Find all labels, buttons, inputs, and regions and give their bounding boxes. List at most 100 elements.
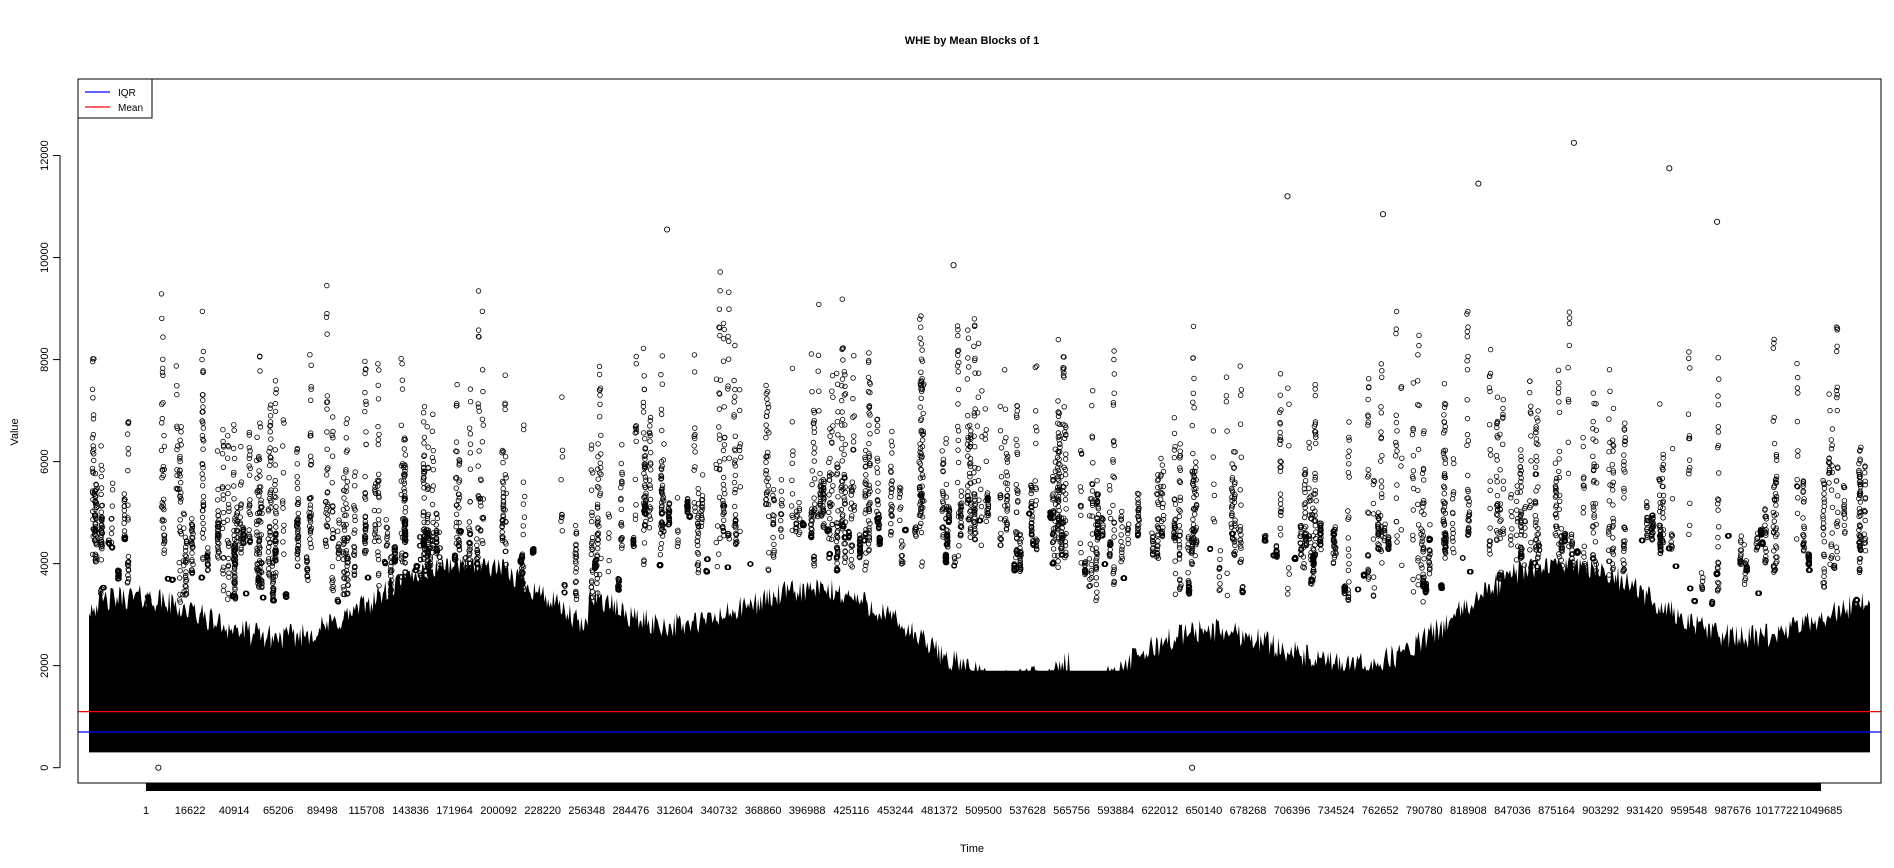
data-point (1013, 482, 1019, 488)
data-point (1191, 375, 1197, 382)
data-points (89, 139, 1870, 771)
data-point (732, 463, 739, 469)
data-point (343, 548, 349, 554)
data-point (295, 496, 301, 502)
data-point (954, 363, 961, 369)
data-point (1032, 478, 1038, 484)
data-point (1228, 485, 1235, 492)
data-point (1018, 536, 1024, 542)
data-point (1421, 428, 1427, 434)
data-point (1834, 394, 1840, 401)
data-point (520, 523, 526, 529)
data-point (433, 538, 439, 544)
data-point (721, 435, 728, 441)
data-point (1610, 502, 1616, 508)
data-point (559, 511, 565, 518)
data-point (1089, 481, 1095, 488)
plot-area (77, 78, 1882, 784)
data-point (1376, 516, 1382, 522)
data-point (1821, 573, 1827, 580)
data-point (307, 352, 313, 358)
data-point (841, 475, 847, 481)
data-point (1754, 545, 1760, 551)
data-point (1193, 492, 1199, 498)
data-point (1528, 433, 1534, 439)
data-point (1110, 400, 1117, 406)
data-point (1002, 406, 1009, 412)
data-point (764, 489, 770, 496)
data-point (1088, 561, 1094, 568)
data-point (330, 587, 336, 594)
data-point (399, 596, 406, 602)
data-point (1410, 507, 1416, 513)
data-point (842, 554, 848, 560)
data-point (1737, 558, 1744, 564)
data-point (1513, 507, 1520, 513)
data-point (399, 574, 405, 580)
data-point (330, 414, 336, 420)
data-point (1017, 532, 1023, 539)
data-point (1610, 468, 1616, 474)
data-point (220, 567, 226, 573)
data-point (330, 509, 336, 515)
data-point (1441, 491, 1447, 497)
data-point (308, 362, 314, 368)
data-point (98, 491, 104, 497)
data-point (1569, 542, 1575, 549)
data-point (763, 501, 769, 507)
data-point (1119, 549, 1125, 556)
data-point (955, 386, 962, 393)
data-point (1621, 485, 1627, 492)
data-point (1821, 539, 1827, 545)
data-point (1555, 551, 1562, 557)
data-point (499, 537, 506, 544)
data-point (1820, 477, 1826, 484)
data-point (220, 464, 227, 470)
data-point (199, 308, 206, 315)
data-point (967, 534, 973, 540)
data-point (1441, 412, 1447, 418)
data-point (657, 562, 663, 568)
data-point (182, 592, 189, 598)
data-point (595, 530, 601, 536)
data-point (1033, 363, 1040, 369)
data-point (308, 432, 314, 439)
data-point (1239, 588, 1246, 594)
data-point (721, 442, 728, 448)
data-point (1605, 529, 1612, 535)
data-point (329, 480, 335, 486)
data-point (219, 451, 226, 457)
data-point (874, 417, 880, 423)
data-point (1580, 550, 1587, 556)
data-point (764, 409, 770, 415)
data-point (1089, 513, 1095, 519)
data-point (1262, 537, 1268, 543)
data-point (839, 296, 845, 302)
data-point (1001, 439, 1008, 445)
data-point (1378, 404, 1384, 410)
data-point (304, 574, 311, 580)
data-point (763, 422, 769, 428)
data-point (642, 482, 648, 488)
data-point (1450, 526, 1456, 533)
data-point (352, 469, 358, 475)
data-point (1509, 526, 1515, 532)
data-point (1393, 330, 1399, 337)
data-point (1771, 518, 1777, 524)
data-point (1805, 554, 1811, 561)
data-point (1410, 380, 1417, 386)
data-point (595, 454, 601, 460)
data-point (1441, 518, 1447, 524)
data-point (943, 494, 950, 500)
data-point (294, 536, 300, 542)
data-point (888, 469, 894, 475)
data-point (968, 480, 974, 486)
data-point (1669, 445, 1676, 452)
data-point (1657, 532, 1663, 539)
data-point (912, 529, 918, 535)
data-point (1610, 448, 1616, 454)
data-point (1345, 508, 1351, 514)
data-point (456, 519, 462, 526)
data-point (343, 512, 349, 518)
data-point (1110, 402, 1117, 408)
